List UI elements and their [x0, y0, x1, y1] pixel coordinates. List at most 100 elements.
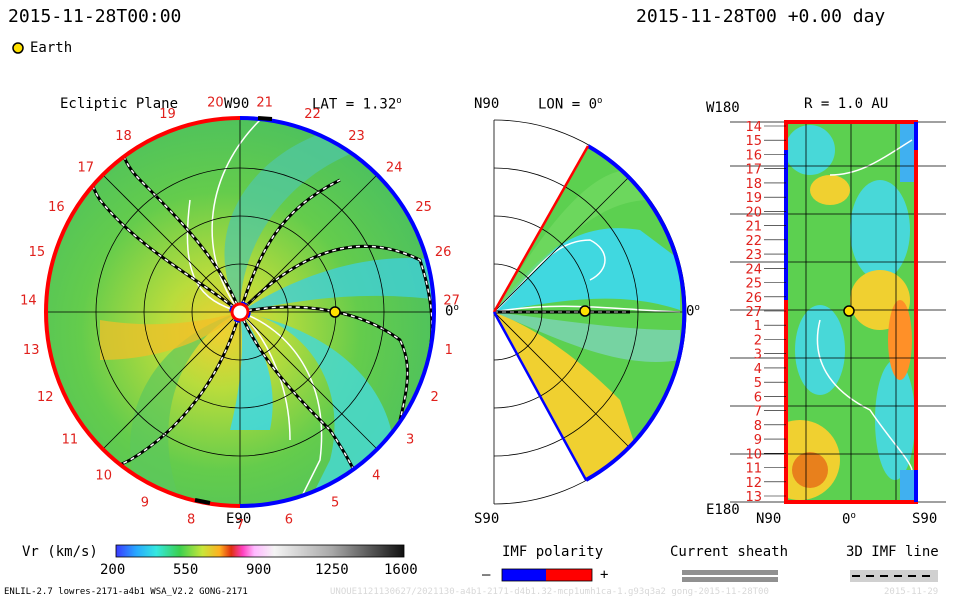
date-left: 2015-11-28T00:00 [8, 6, 182, 27]
carrington-label-18: 18 [115, 129, 132, 144]
colorbar-label: Vr (km/s) [22, 544, 98, 560]
current-sheath-title: Current sheath [670, 544, 789, 560]
sphere-tick-26: 26 [745, 291, 762, 306]
earth-marker-ecliptic [329, 306, 341, 318]
sphere-carrington-ticks: 1415161718192021222324252627123456789101… [745, 120, 786, 505]
carrington-label-8: 8 [187, 512, 195, 527]
colorbar [115, 544, 405, 558]
footer-right: 2015-11-29 [884, 587, 939, 597]
colorbar-tick-900: 900 [246, 562, 272, 578]
sphere-tick-25: 25 [745, 277, 762, 292]
sphere-top-left: W180 [706, 100, 740, 116]
carrington-label-9: 9 [141, 496, 149, 511]
sphere-tick-14: 14 [745, 120, 762, 135]
sphere-tick-7: 7 [754, 405, 762, 420]
carrington-label-15: 15 [29, 245, 46, 260]
ecliptic-lat-label: LAT = 1.32o [312, 96, 402, 113]
carrington-label-17: 17 [78, 161, 95, 176]
meridional-right-label: 0o [686, 303, 700, 320]
sphere-tick-15: 15 [745, 134, 762, 149]
carrington-label-21: 21 [256, 95, 273, 110]
earth-marker-sphere [843, 305, 855, 317]
colorbar-tick-550: 550 [173, 562, 199, 578]
sphere-tick-8: 8 [754, 419, 762, 434]
colorbar-tick-200: 200 [100, 562, 126, 578]
carrington-label-2: 2 [431, 390, 439, 405]
sphere-map-plot: 1415161718192021222324252627123456789101… [730, 120, 946, 505]
sphere-tick-3: 3 [754, 348, 762, 363]
carrington-label-12: 12 [37, 390, 54, 405]
sphere-bottom-left: E180 [706, 502, 740, 518]
imf-minus: – [482, 567, 491, 583]
carrington-label-13: 13 [23, 343, 40, 358]
sphere-tick-10: 10 [745, 447, 762, 462]
carrington-label-6: 6 [285, 512, 293, 527]
date-right: 2015-11-28T00 +0.00 day [636, 6, 886, 27]
sphere-tick-23: 23 [745, 248, 762, 263]
colorbar-tick-1250: 1250 [315, 562, 349, 578]
carrington-label-3: 3 [406, 433, 414, 448]
sphere-bottom-n90: N90 [756, 511, 782, 527]
sphere-tick-17: 17 [745, 163, 762, 178]
sphere-bottom-s90: S90 [912, 511, 938, 527]
ecliptic-right-label: 0o [445, 303, 459, 320]
imf-polarity-bar [501, 568, 593, 582]
carrington-label-23: 23 [348, 129, 365, 144]
carrington-label-11: 11 [62, 433, 79, 448]
carrington-label-4: 4 [372, 468, 380, 483]
carrington-label-25: 25 [415, 200, 432, 215]
imf3d-title: 3D IMF line [846, 544, 939, 560]
ecliptic-top-label: W90 [224, 96, 250, 112]
sphere-tick-1: 1 [754, 319, 762, 334]
meridional-lon-label: LON = 0o [538, 96, 603, 113]
ecliptic-bottom-label: E90 [226, 511, 252, 527]
sphere-bottom-zero: 0o [842, 511, 856, 528]
sphere-r-label: R = 1.0 AU [804, 96, 889, 112]
carrington-label-5: 5 [331, 496, 339, 511]
carrington-label-22: 22 [304, 107, 321, 122]
carrington-label-1: 1 [445, 343, 453, 358]
sphere-tick-16: 16 [745, 149, 762, 164]
imf-polarity-title: IMF polarity [502, 544, 604, 560]
carrington-label-19: 19 [159, 107, 176, 122]
footer-mid: UNOUE1121130627/2021130-a4b1-2171-d4b1.3… [330, 587, 769, 597]
sphere-tick-9: 9 [754, 433, 762, 448]
imf3d-legend [850, 570, 938, 582]
sphere-tick-2: 2 [754, 334, 762, 349]
meridional-plane-plot [492, 119, 687, 505]
sphere-tick-21: 21 [745, 220, 762, 235]
sphere-tick-13: 13 [745, 490, 762, 505]
imf-plus: + [600, 567, 609, 583]
sphere-tick-22: 22 [745, 234, 762, 249]
sphere-tick-24: 24 [745, 262, 762, 277]
meridional-bottom-label: S90 [474, 511, 500, 527]
carrington-label-16: 16 [48, 200, 65, 215]
carrington-label-26: 26 [435, 245, 452, 260]
earth-legend-icon [12, 42, 24, 54]
sphere-tick-4: 4 [754, 362, 762, 377]
carrington-label-27: 27 [443, 294, 460, 309]
current-sheath-legend [682, 570, 778, 582]
sphere-tick-27: 27 [745, 305, 762, 320]
earth-marker-meridional [579, 305, 591, 317]
colorbar-tick-1600: 1600 [384, 562, 418, 578]
sphere-tick-6: 6 [754, 390, 762, 405]
sphere-tick-5: 5 [754, 376, 762, 391]
carrington-label-10: 10 [95, 468, 112, 483]
sphere-tick-12: 12 [745, 476, 762, 491]
carrington-label-20: 20 [207, 95, 224, 110]
carrington-label-7: 7 [236, 518, 244, 533]
ecliptic-title: Ecliptic Plane [60, 96, 179, 112]
meridional-top-label: N90 [474, 96, 500, 112]
carrington-label-14: 14 [20, 294, 37, 309]
legend-earth-label: Earth [30, 40, 73, 56]
carrington-label-24: 24 [386, 161, 403, 176]
sphere-tick-18: 18 [745, 177, 762, 192]
footer-left: ENLIL-2.7 lowres-2171-a4b1 WSA_V2.2 GONG… [4, 587, 248, 597]
sphere-tick-11: 11 [745, 462, 762, 477]
sphere-tick-20: 20 [745, 205, 762, 220]
sphere-tick-19: 19 [745, 191, 762, 206]
